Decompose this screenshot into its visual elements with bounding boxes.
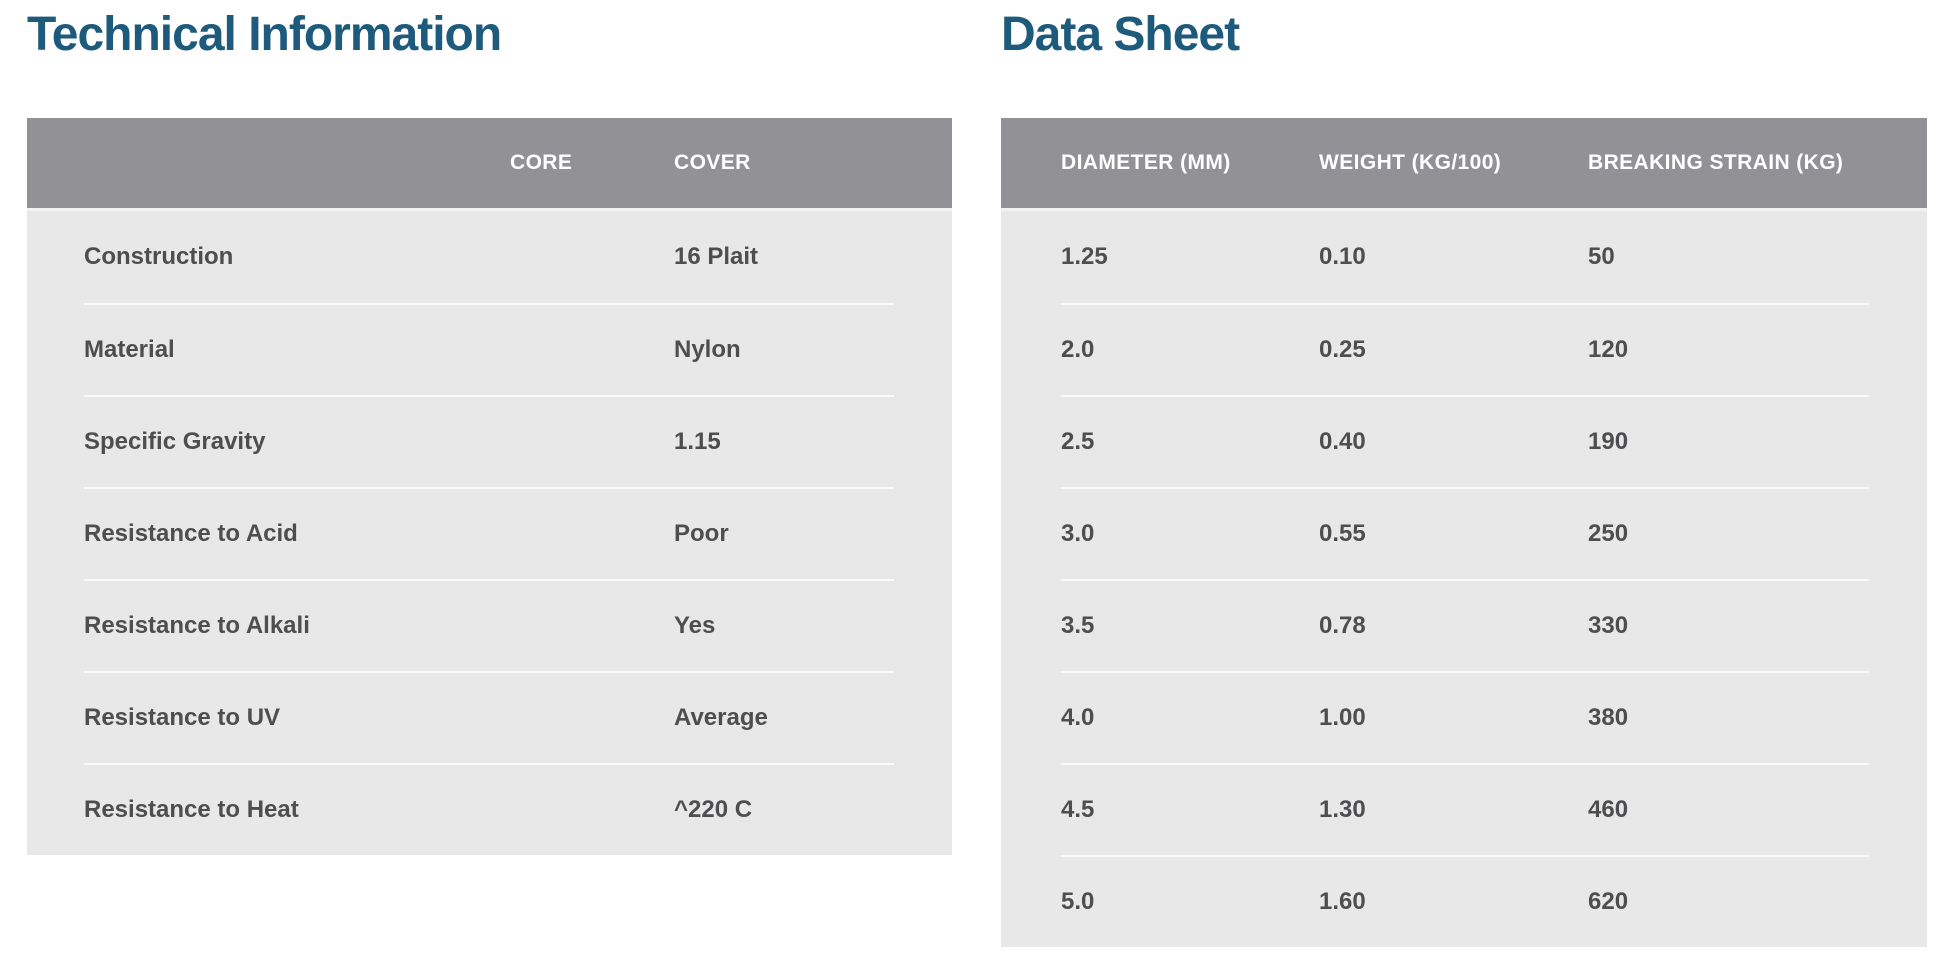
table-row: 4.5 1.30 460 — [1001, 763, 1927, 855]
weight-value: 1.00 — [1319, 704, 1366, 731]
diameter-value: 5.0 — [1061, 888, 1095, 915]
table-row: Resistance to Acid Poor — [27, 487, 952, 579]
row-label: Specific Gravity — [84, 428, 266, 455]
column-header-cover: COVER — [674, 151, 751, 174]
table-row: Resistance to Heat ^220 C — [27, 763, 952, 855]
table-row: Resistance to UV Average — [27, 671, 952, 763]
cover-value: 16 Plait — [674, 243, 759, 270]
breaking-strain-value: 190 — [1588, 428, 1629, 455]
diameter-value: 3.0 — [1061, 520, 1095, 547]
table-row: 2.0 0.25 120 — [1001, 303, 1927, 395]
table-row: 3.5 0.78 330 — [1001, 579, 1927, 671]
breaking-strain-value: 620 — [1588, 888, 1629, 915]
diameter-value: 2.5 — [1061, 428, 1095, 455]
table-row: 3.0 0.55 250 — [1001, 487, 1927, 579]
diameter-value: 2.0 — [1061, 336, 1095, 363]
cover-value: 1.15 — [674, 428, 721, 455]
row-label: Resistance to Alkali — [84, 612, 310, 639]
table-row: 5.0 1.60 620 — [1001, 855, 1927, 947]
data-sheet-table: DIAMETER (MM) WEIGHT (KG/100) BREAKING S… — [1001, 118, 1927, 947]
row-label: Resistance to Acid — [84, 520, 298, 547]
data-sheet-title: Data Sheet — [1001, 8, 1240, 61]
cover-value: Poor — [674, 520, 729, 547]
cover-value: ^220 C — [674, 796, 753, 823]
row-label: Resistance to Heat — [84, 796, 299, 823]
breaking-strain-value: 50 — [1588, 243, 1615, 270]
weight-value: 0.55 — [1319, 520, 1366, 547]
data-sheet-header-row: DIAMETER (MM) WEIGHT (KG/100) BREAKING S… — [1001, 118, 1927, 211]
table-row: Specific Gravity 1.15 — [27, 395, 952, 487]
technical-information-table: CORE COVER Construction 16 Plait Materia… — [27, 118, 952, 855]
breaking-strain-value: 330 — [1588, 612, 1629, 639]
column-header-diameter: DIAMETER (MM) — [1061, 151, 1231, 174]
row-label: Resistance to UV — [84, 704, 281, 731]
weight-value: 0.78 — [1319, 612, 1366, 639]
weight-value: 0.25 — [1319, 336, 1366, 363]
cover-value: Yes — [674, 612, 716, 639]
table-row: 4.0 1.00 380 — [1001, 671, 1927, 763]
weight-value: 1.30 — [1319, 796, 1366, 823]
column-header-weight: WEIGHT (KG/100) — [1319, 151, 1502, 174]
diameter-value: 3.5 — [1061, 612, 1095, 639]
breaking-strain-value: 460 — [1588, 796, 1629, 823]
diameter-value: 4.0 — [1061, 704, 1095, 731]
weight-value: 0.10 — [1319, 243, 1366, 270]
column-header-core: CORE — [510, 151, 573, 174]
diameter-value: 1.25 — [1061, 243, 1108, 270]
weight-value: 0.40 — [1319, 428, 1366, 455]
data-sheet-section: Data Sheet DIAMETER (MM) WEIGHT (KG/100)… — [1001, 0, 1927, 947]
cover-value: Nylon — [674, 336, 741, 363]
table-row: 2.5 0.40 190 — [1001, 395, 1927, 487]
table-row: Resistance to Alkali Yes — [27, 579, 952, 671]
technical-information-header-row: CORE COVER — [27, 118, 952, 211]
weight-value: 1.60 — [1319, 888, 1366, 915]
row-label: Construction — [84, 243, 234, 270]
row-label: Material — [84, 336, 175, 363]
breaking-strain-value: 250 — [1588, 520, 1629, 547]
technical-information-section: Technical Information CORE COVER Constru… — [27, 0, 952, 855]
table-row: 1.25 0.10 50 — [1001, 211, 1927, 303]
breaking-strain-value: 120 — [1588, 336, 1629, 363]
column-header-breaking-strain: BREAKING STRAIN (KG) — [1588, 151, 1844, 174]
breaking-strain-value: 380 — [1588, 704, 1629, 731]
cover-value: Average — [674, 704, 768, 731]
diameter-value: 4.5 — [1061, 796, 1095, 823]
table-row: Material Nylon — [27, 303, 952, 395]
table-row: Construction 16 Plait — [27, 211, 952, 303]
technical-information-title: Technical Information — [27, 8, 502, 61]
